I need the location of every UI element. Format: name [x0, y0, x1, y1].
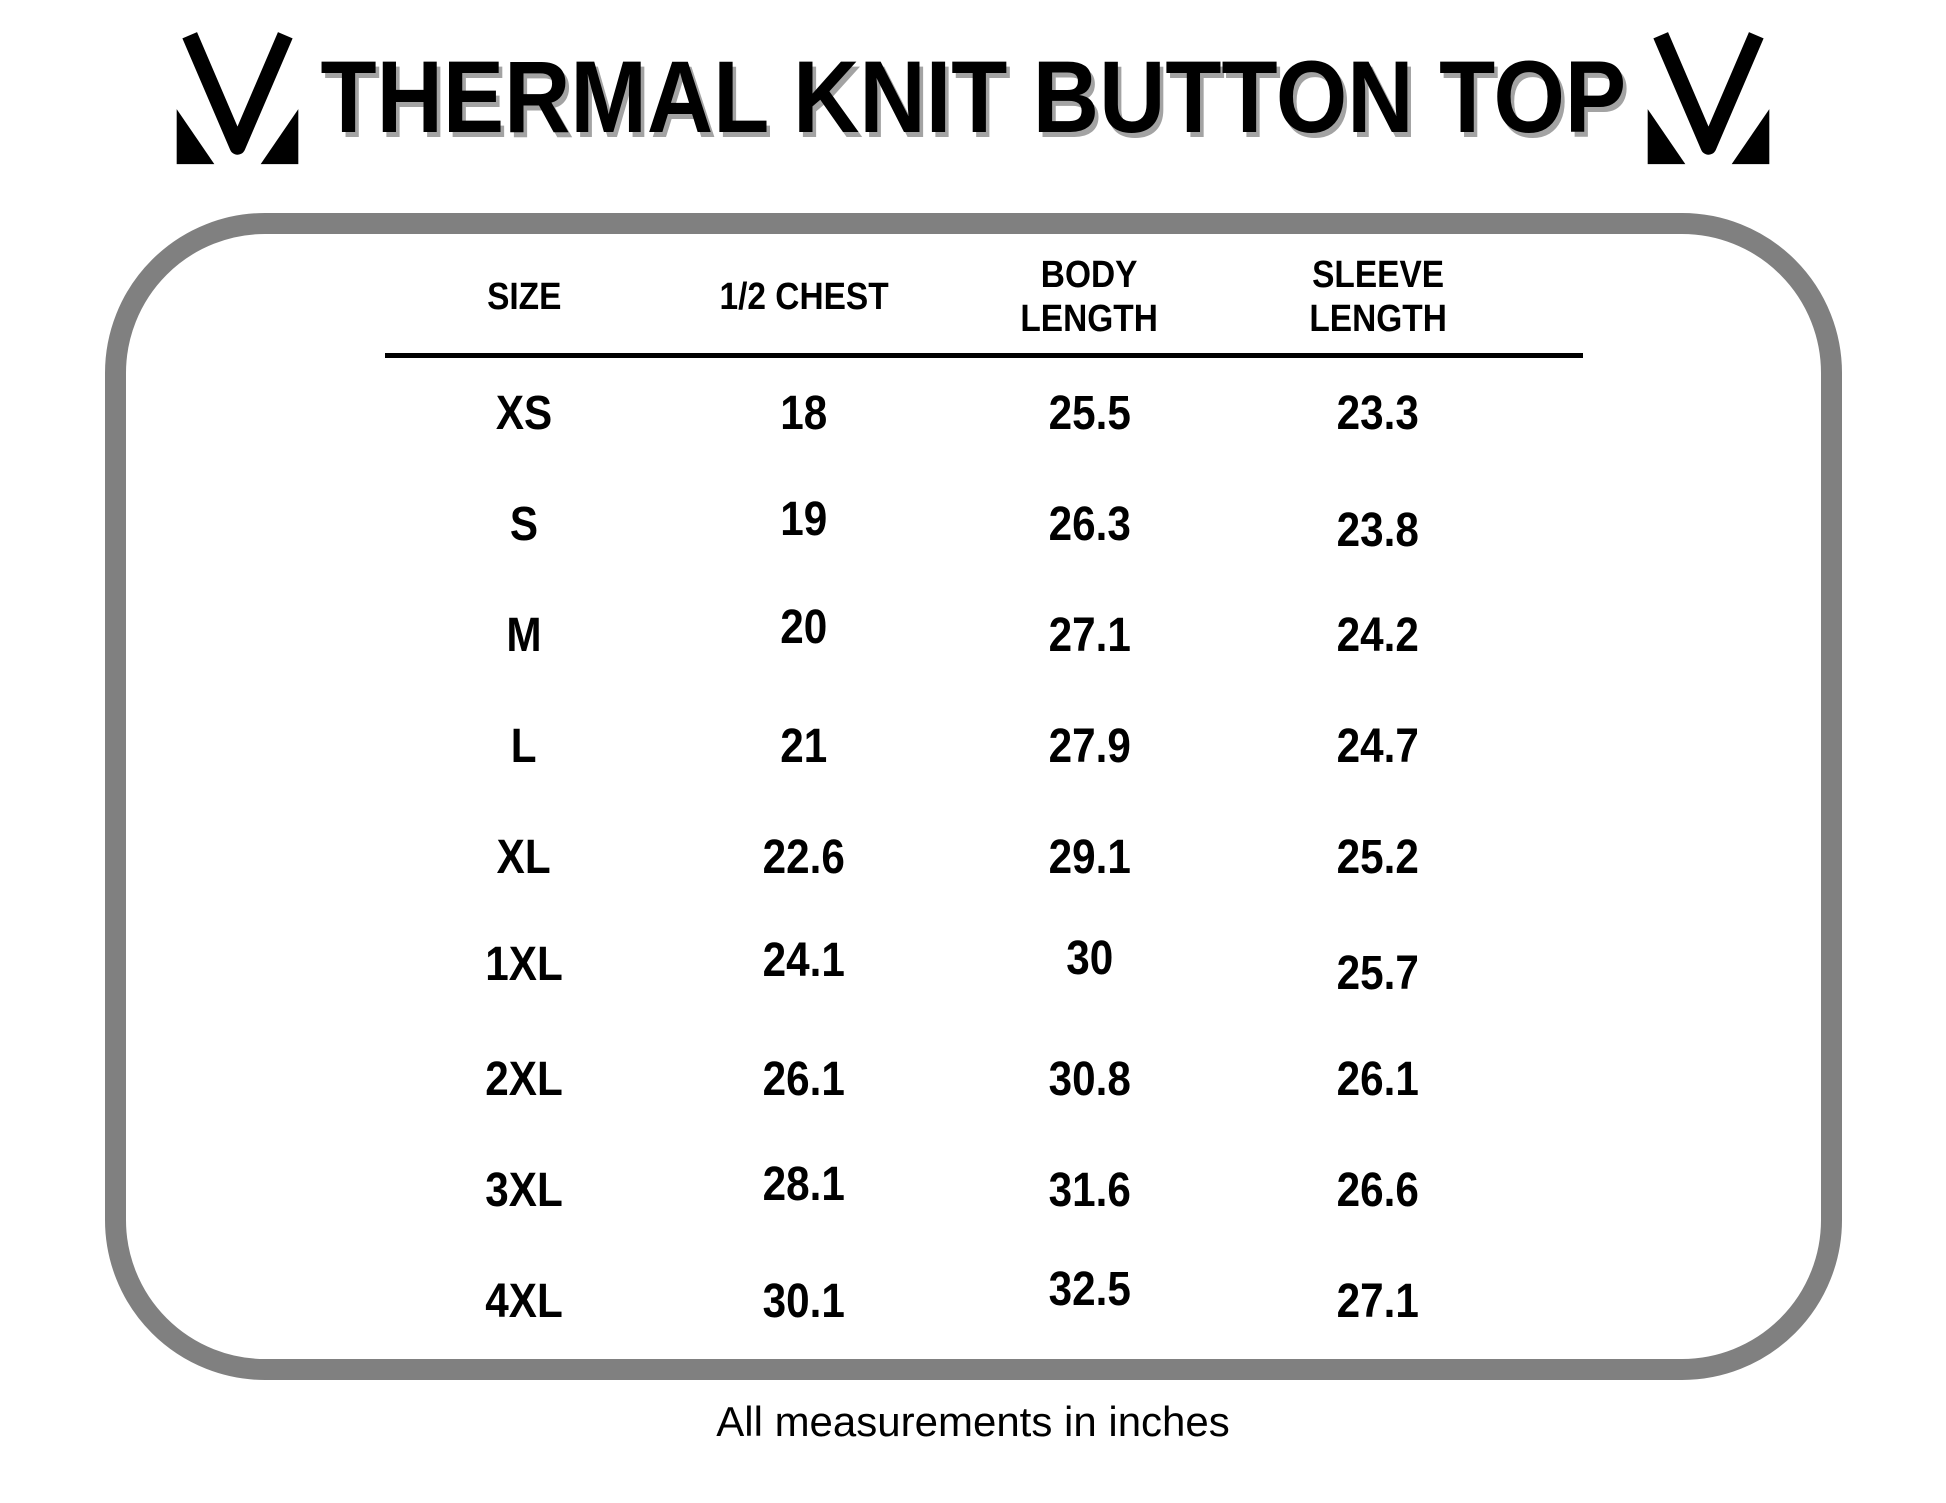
half-chest-cell: 18: [780, 387, 828, 440]
size-cell: 3XL: [485, 1164, 563, 1217]
size-cell: 2XL: [485, 1053, 563, 1106]
size-cell: 4XL: [485, 1275, 563, 1328]
size-chart-panel: [105, 213, 1842, 1380]
sleeve-length-cell: 23.3: [1336, 387, 1420, 440]
size-cell: XL: [497, 831, 551, 884]
sleeve-length-cell: 27.1: [1336, 1275, 1420, 1328]
body-length-cell: 29.1: [1048, 831, 1131, 884]
body-length-cell: 25.5: [1048, 387, 1131, 440]
half-chest-cell: 28.1: [762, 1158, 846, 1211]
body-length-cell: 32.5: [1048, 1263, 1131, 1316]
footer-note: All measurements in inches: [716, 1398, 1230, 1445]
sleeve-length-cell: 24.7: [1336, 720, 1420, 773]
body-length-cell: 26.3: [1048, 498, 1131, 551]
half-chest-cell: 19: [780, 493, 828, 546]
size-cell: L: [511, 720, 537, 773]
size-cell: S: [509, 498, 539, 551]
sleeve-length-cell: 26.6: [1336, 1164, 1420, 1217]
brand-m-monogram-icon: [176, 32, 298, 165]
column-header-body-length: BODY LENGTH: [1020, 253, 1159, 340]
table-row-4xl: 4XL 30.1 32.5 27.1: [385, 1246, 1583, 1357]
body-length-cell: 31.6: [1048, 1164, 1131, 1217]
table-row-2xl: 2XL 26.1 30.8 26.1: [385, 1024, 1583, 1135]
half-chest-cell: 20: [780, 601, 828, 654]
size-cell: XS: [495, 387, 553, 440]
size-chart-table: SIZE 1/2 CHEST BODY LENGTH SLEEVE LENGTH X…: [385, 240, 1583, 1357]
sleeve-length-cell: 25.2: [1336, 831, 1420, 884]
brand-m-monogram-icon: [1648, 32, 1770, 165]
body-length-cell: 30: [1066, 932, 1113, 985]
table-row-m: M 20 27.1 24.2: [385, 580, 1583, 691]
body-length-cell: 27.9: [1048, 720, 1131, 773]
size-cell: 1XL: [485, 938, 563, 991]
sleeve-length-cell: 24.2: [1336, 609, 1420, 662]
body-length-cell: 27.1: [1048, 609, 1131, 662]
column-header-sleeve-length: SLEEVE LENGTH: [1309, 253, 1447, 340]
sleeve-length-cell: 25.7: [1336, 947, 1420, 1000]
sleeve-length-cell: 26.1: [1336, 1053, 1420, 1106]
half-chest-cell: 24.1: [762, 934, 846, 987]
half-chest-cell: 22.6: [762, 831, 846, 884]
sleeve-length-cell: 23.8: [1336, 504, 1420, 557]
column-header-half-chest: 1/2 CHEST: [719, 275, 889, 318]
table-row-s: S 19 26.3 23.8: [385, 469, 1583, 580]
header: THERMAL KNIT BUTTON TOP: [0, 28, 1946, 167]
page-title: THERMAL KNIT BUTTON TOP: [320, 40, 1626, 155]
half-chest-cell: 21: [780, 720, 828, 773]
table-row-3xl: 3XL 28.1 31.6 26.6: [385, 1135, 1583, 1246]
header-underline: [385, 353, 1583, 358]
table-row-xs: XS 18 25.5 23.3: [385, 358, 1583, 469]
table-header-row: SIZE 1/2 CHEST BODY LENGTH SLEEVE LENGTH: [385, 240, 1583, 353]
column-header-size: SIZE: [486, 275, 562, 318]
half-chest-cell: 30.1: [762, 1275, 846, 1328]
table-row-1xl: 1XL 24.1 30 25.7: [385, 913, 1583, 1024]
body-length-cell: 30.8: [1048, 1053, 1131, 1106]
table-row-xl: XL 22.6 29.1 25.2: [385, 802, 1583, 913]
half-chest-cell: 26.1: [762, 1053, 846, 1106]
size-cell: M: [506, 609, 542, 662]
table-row-l: L 21 27.9 24.7: [385, 691, 1583, 802]
